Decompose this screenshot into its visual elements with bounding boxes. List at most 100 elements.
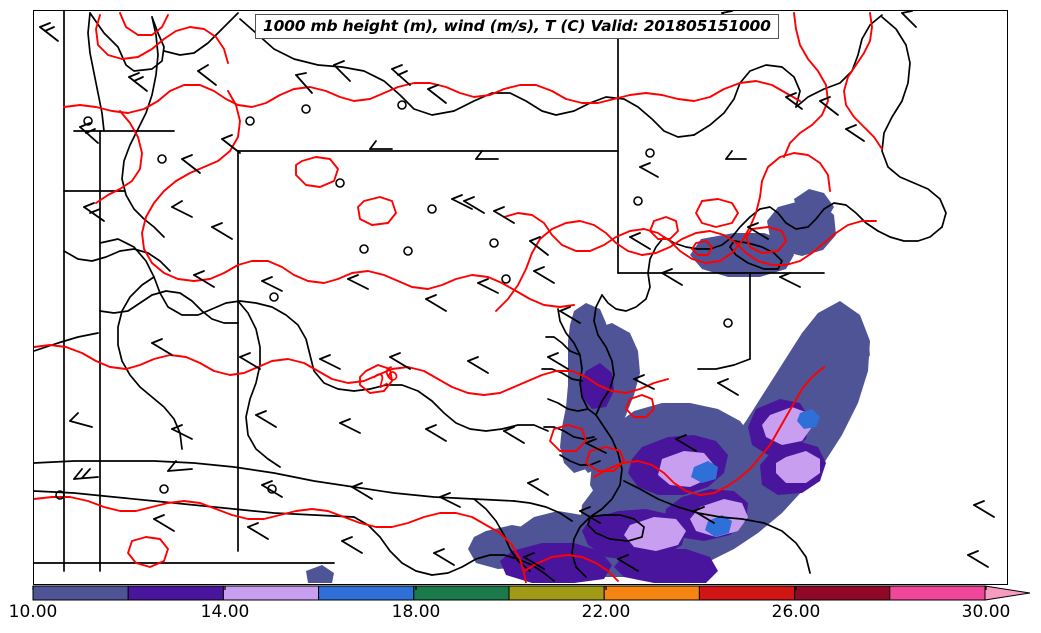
calm-wind-marker bbox=[83, 116, 93, 126]
wind-barb bbox=[193, 270, 215, 288]
chesapeake-tributary bbox=[547, 398, 589, 412]
colorbar-bands bbox=[32, 585, 1031, 601]
temperature-contour bbox=[357, 196, 397, 226]
wind-barb bbox=[639, 162, 659, 178]
wind-barb bbox=[527, 478, 549, 496]
wind-barb bbox=[467, 356, 489, 374]
temperature-contour bbox=[193, 260, 575, 308]
wind-barb bbox=[79, 122, 99, 144]
wind-barb bbox=[693, 506, 715, 524]
wind-barb bbox=[633, 374, 655, 390]
colorbar-band-24-26 bbox=[698, 585, 796, 601]
wind-barb bbox=[83, 202, 105, 222]
great-lakes-boundary bbox=[89, 12, 165, 72]
calm-wind-marker bbox=[633, 196, 643, 206]
maine-coast bbox=[877, 226, 943, 242]
state-border-appalachia bbox=[353, 516, 433, 576]
wind-barb bbox=[523, 552, 545, 570]
wind-barb bbox=[973, 500, 995, 518]
wind-barb bbox=[239, 352, 261, 370]
cape-cod-coast bbox=[663, 208, 761, 250]
wind-barb bbox=[333, 60, 351, 82]
calm-wind-marker bbox=[427, 204, 437, 214]
state-border-ky-tn bbox=[34, 490, 355, 518]
piedmont-border bbox=[473, 498, 531, 572]
temperature-contour bbox=[691, 240, 713, 256]
calm-wind-marker bbox=[267, 484, 277, 494]
colorbar-tick-label: 14.00 bbox=[200, 602, 250, 622]
colorbar-band-12-14 bbox=[127, 585, 224, 601]
colorbar-band-28-30 bbox=[889, 585, 986, 601]
wind-barb bbox=[785, 92, 803, 110]
wind-barb bbox=[295, 72, 313, 94]
shading-band-10-12 bbox=[574, 301, 870, 577]
wind-barb bbox=[717, 378, 739, 396]
shading-band-14-16 bbox=[776, 451, 820, 483]
wind-barb bbox=[171, 200, 193, 218]
colorbar: 10.00 14.00 18.00 22.00 26.00 30.00 bbox=[0, 585, 1041, 633]
wind-barb bbox=[211, 222, 233, 240]
wind-barb bbox=[901, 11, 917, 28]
shading-band-10-12 bbox=[838, 329, 870, 371]
temperature-contour bbox=[695, 198, 739, 228]
temperature-contour bbox=[495, 220, 877, 312]
colorbar-band-26-28 bbox=[794, 585, 891, 601]
shading-band-16-18 bbox=[797, 409, 820, 429]
wind-barb bbox=[433, 548, 455, 566]
lake-michigan-west bbox=[87, 12, 105, 132]
wind-barb bbox=[261, 480, 283, 498]
colorbar-band-10-12 bbox=[32, 585, 129, 601]
wind-barb bbox=[181, 154, 201, 174]
calm-wind-marker bbox=[723, 318, 733, 328]
colorbar-tick-label: 30.00 bbox=[961, 602, 1011, 622]
calm-wind-marker bbox=[159, 484, 169, 494]
calm-wind-marker bbox=[245, 116, 255, 126]
wind-barb bbox=[167, 460, 193, 472]
state-border bbox=[99, 238, 549, 432]
temperature-contour bbox=[585, 446, 625, 472]
lake-ontario-shore bbox=[693, 64, 801, 136]
wind-barb bbox=[369, 140, 393, 150]
state-border bbox=[34, 332, 99, 352]
wind-barb bbox=[197, 64, 217, 86]
colorbar-extend-max-arrow bbox=[984, 585, 1031, 601]
temperature-contour bbox=[34, 344, 515, 396]
temperature-contour bbox=[625, 394, 655, 418]
wind-barb bbox=[171, 424, 193, 440]
colorbar-band-18-20 bbox=[413, 585, 510, 601]
shading-band-10-12 bbox=[690, 233, 794, 277]
calm-wind-marker bbox=[359, 244, 369, 254]
temperature-contour bbox=[503, 212, 733, 264]
calm-wind-marker bbox=[55, 490, 65, 500]
wind-barb bbox=[261, 276, 283, 292]
colorbar-tick-label: 22.00 bbox=[581, 602, 631, 622]
great-lakes-boundary bbox=[163, 12, 239, 56]
ohio-river bbox=[99, 290, 239, 324]
state-border bbox=[34, 460, 515, 502]
wind-barb bbox=[725, 150, 747, 160]
colorbar-canvas bbox=[32, 585, 1031, 601]
maine-border bbox=[881, 16, 947, 228]
wind-barb bbox=[629, 232, 651, 250]
wind-barb bbox=[559, 306, 581, 324]
calm-wind-marker bbox=[157, 154, 167, 164]
shading-band-12-14 bbox=[580, 363, 614, 409]
temperature-contour bbox=[295, 156, 339, 188]
wind-barb bbox=[967, 550, 989, 568]
shading-band-14-16 bbox=[624, 517, 686, 551]
calm-wind-marker bbox=[269, 292, 279, 302]
wind-barb bbox=[347, 274, 369, 290]
albemarle-sound bbox=[587, 514, 645, 542]
wind-barb bbox=[425, 424, 447, 442]
colorbar-tick-label: 26.00 bbox=[771, 602, 821, 622]
long-island bbox=[729, 240, 783, 270]
wind-barb bbox=[451, 194, 473, 210]
wind-barb bbox=[779, 272, 801, 288]
wind-barb bbox=[503, 426, 525, 444]
wind-barb bbox=[585, 438, 607, 454]
wind-barb bbox=[477, 278, 499, 294]
wind-barb bbox=[339, 418, 361, 434]
wind-barb bbox=[341, 536, 363, 554]
calm-wind-marker bbox=[301, 104, 311, 114]
wind-barb bbox=[389, 352, 411, 370]
